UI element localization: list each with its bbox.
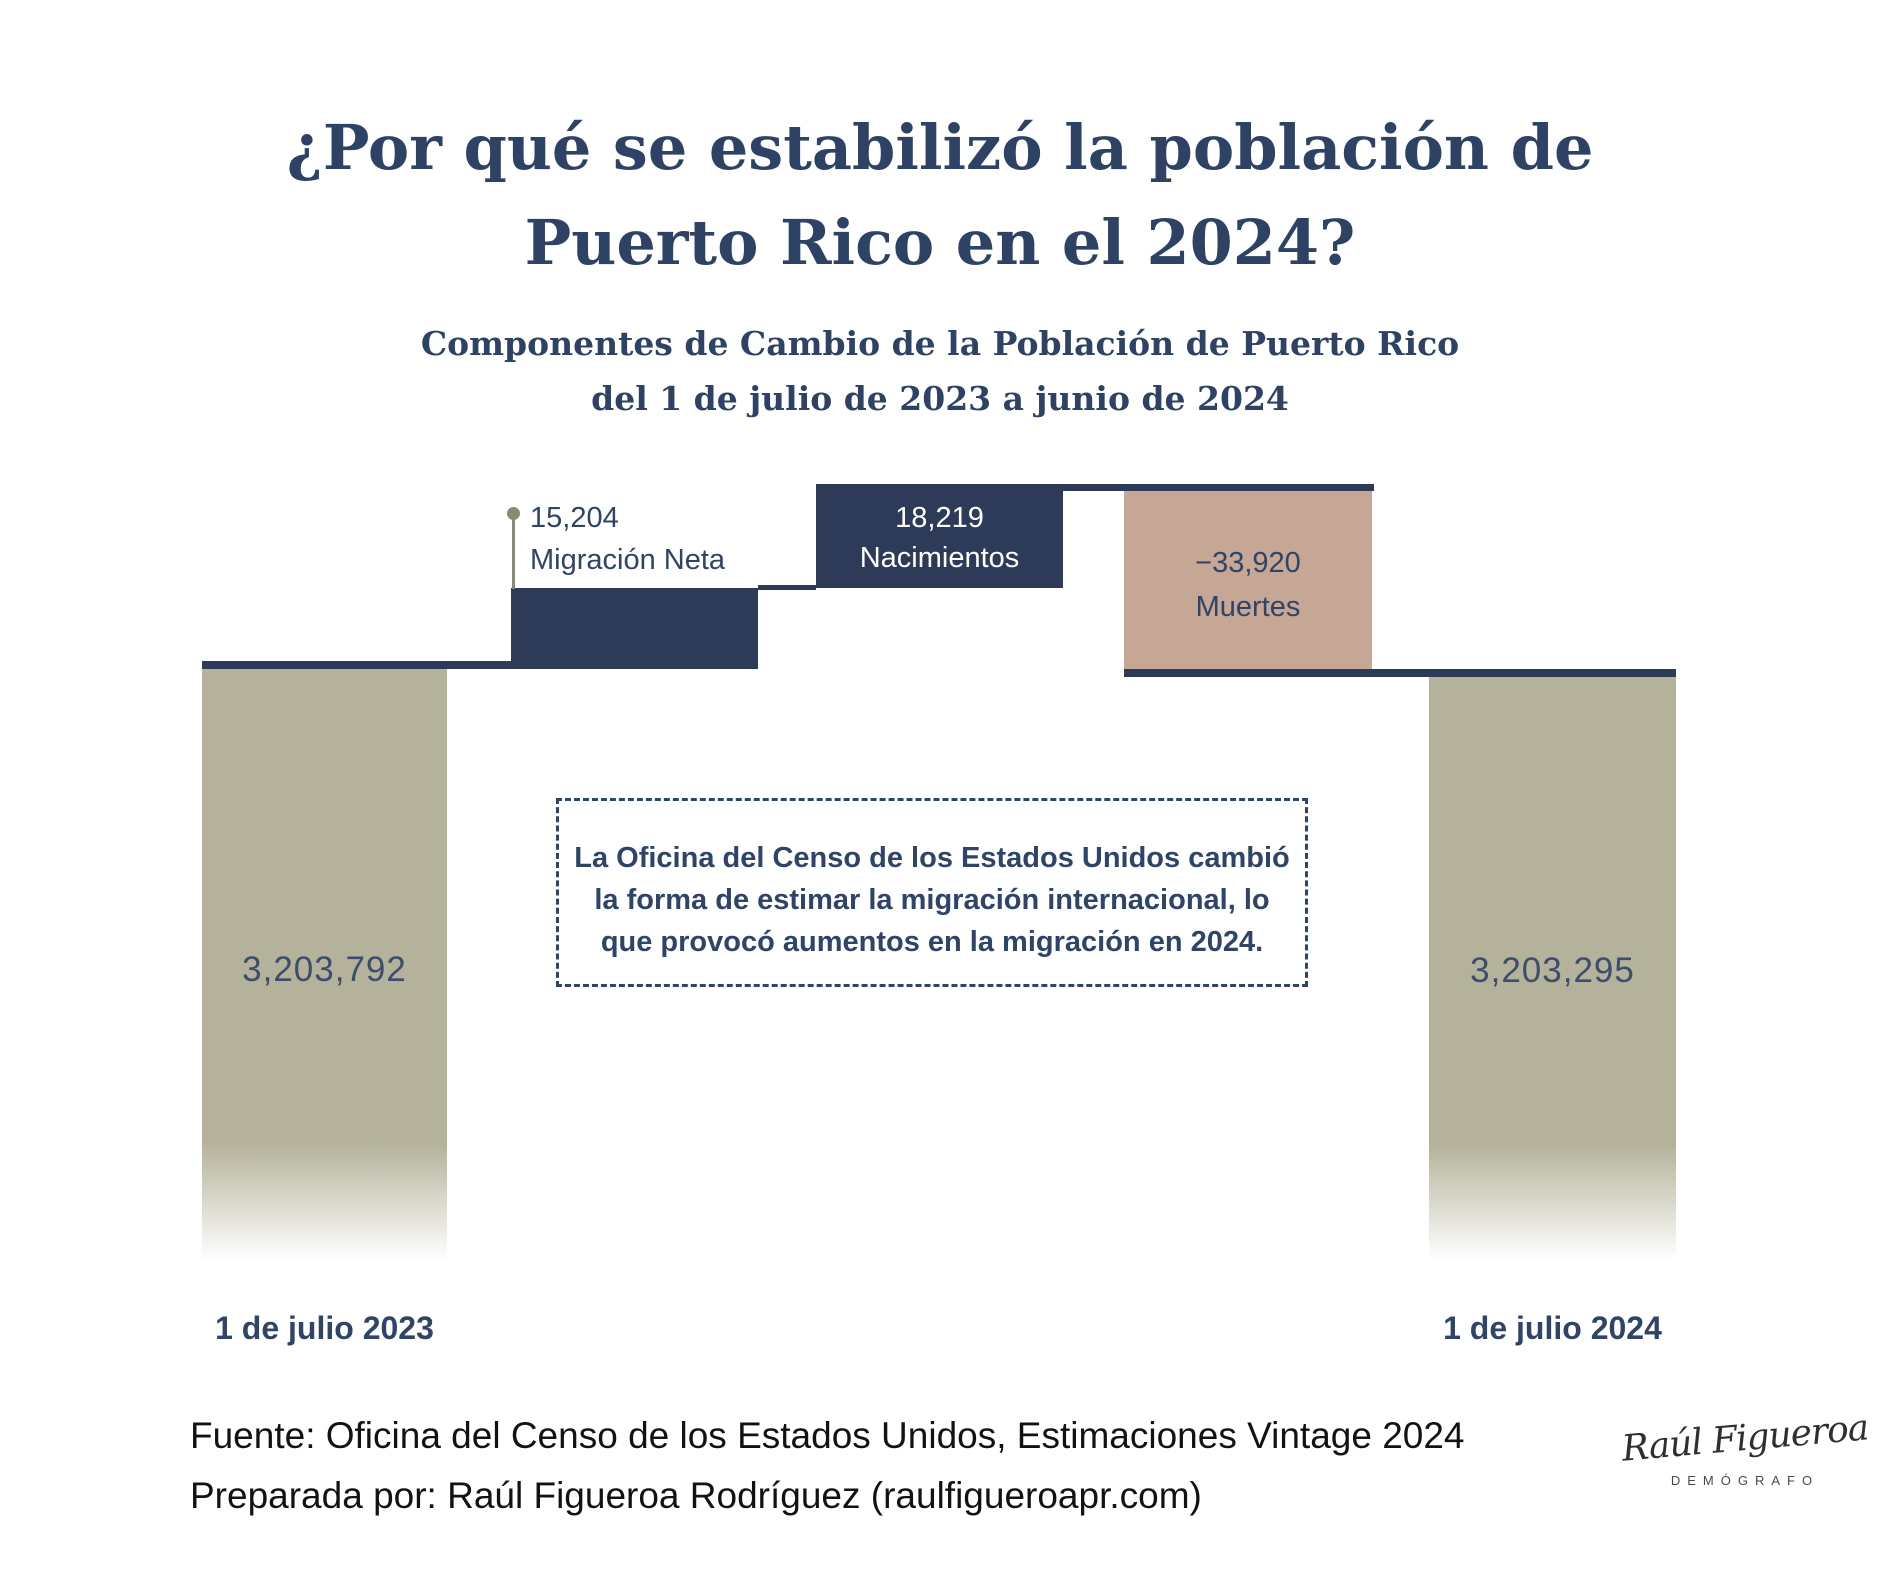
- signature-logo: Raúl Figueroa DEMÓGRAFO: [1620, 1407, 1870, 1488]
- net-migration-value: 15,204: [530, 502, 619, 534]
- deaths-bar: −33,920 Muertes: [1124, 491, 1372, 671]
- births-level-line: [1063, 484, 1374, 491]
- footer-source: Fuente: Oficina del Censo de los Estados…: [190, 1415, 1465, 1456]
- migration-leader-dot-icon: [507, 507, 520, 520]
- deaths-value: −33,920: [1195, 547, 1301, 579]
- chart-subtitle-line-1: Componentes de Cambio de la Población de…: [420, 324, 1460, 363]
- page-title: ¿Por qué se estabilizó la población de P…: [0, 100, 1880, 290]
- page-title-line-2: Puerto Rico en el 2024?: [524, 206, 1356, 279]
- signature-caption: DEMÓGRAFO: [1670, 1473, 1820, 1488]
- census-note-line-1: La Oficina del Censo de los Estados Unid…: [574, 842, 1290, 874]
- page-title-line-1: ¿Por qué se estabilizó la población de: [286, 111, 1594, 184]
- population-2023-bar: 3,203,792: [202, 669, 447, 1261]
- population-2024-value: 3,203,295: [1470, 951, 1635, 990]
- net-migration-category: Migración Neta: [530, 544, 726, 576]
- end-level-line: [1124, 669, 1676, 677]
- population-2024-bar: 3,203,295: [1429, 677, 1676, 1261]
- net-migration-bar: [511, 588, 758, 669]
- migration-level-connector: [758, 585, 816, 590]
- deaths-category: Muertes: [1195, 591, 1301, 623]
- population-2023-value: 3,203,792: [242, 950, 407, 989]
- census-note-box: La Oficina del Censo de los Estados Unid…: [556, 798, 1308, 987]
- births-value: 18,219: [895, 502, 984, 534]
- chart-subtitle: Componentes de Cambio de la Población de…: [0, 316, 1880, 426]
- births-category: Nacimientos: [859, 542, 1020, 574]
- axis-label-july-2023: 1 de julio 2023: [215, 1310, 434, 1346]
- axis-label-july-2024: 1 de julio 2024: [1443, 1310, 1662, 1346]
- footer-prepared-by: Preparada por: Raúl Figueroa Rodríguez (…: [190, 1475, 1202, 1516]
- net-migration-label: 15,204 Migración Neta: [530, 497, 725, 581]
- chart-subtitle-line-2: del 1 de julio de 2023 a junio de 2024: [591, 379, 1289, 418]
- footer: Fuente: Oficina del Censo de los Estados…: [190, 1406, 1465, 1526]
- births-bar: 18,219 Nacimientos: [816, 484, 1063, 588]
- census-note-line-3: que provocó aumentos en la migración en …: [600, 926, 1264, 958]
- migration-leader-line: [512, 513, 515, 589]
- census-note-line-2: la forma de estimar la migración interna…: [594, 884, 1270, 916]
- start-level-line: [202, 661, 758, 669]
